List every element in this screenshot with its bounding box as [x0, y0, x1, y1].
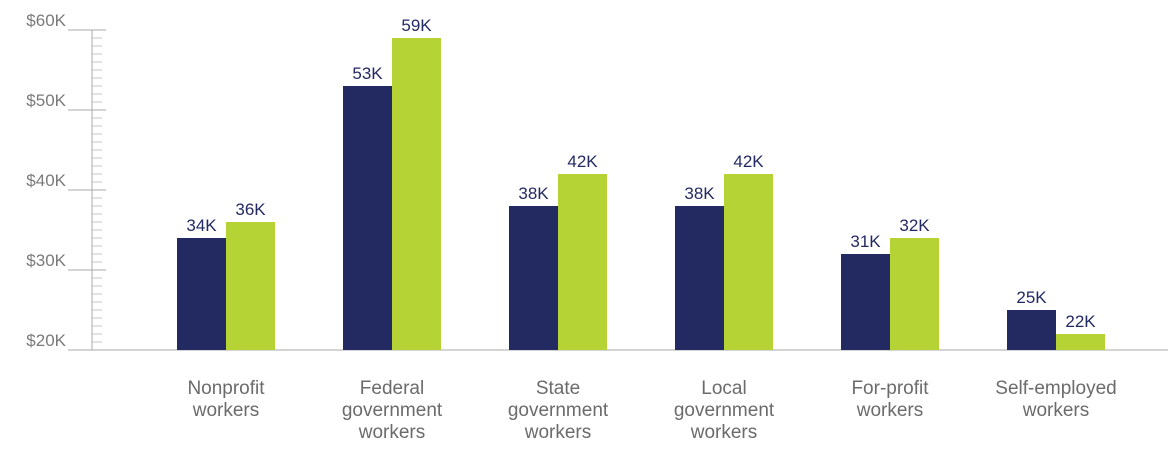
bar — [724, 174, 773, 350]
x-category-label-line: For-profit — [851, 378, 929, 399]
bar-value-label: 36K — [235, 200, 266, 219]
x-category-label-line: Self-employed — [995, 378, 1116, 399]
bar-value-label: 42K — [567, 152, 598, 171]
bar-value-label: 38K — [518, 184, 549, 203]
x-category-label: Federal government workers — [342, 378, 443, 443]
bars-layer — [177, 38, 1105, 350]
x-category-label: State government workers — [508, 378, 609, 443]
x-category-label-line: State — [536, 378, 580, 399]
x-category-label-line: workers — [524, 422, 592, 443]
bar-value-label: 59K — [401, 16, 432, 35]
bar — [177, 238, 226, 350]
x-category-label-line: government — [674, 400, 775, 421]
bar — [1007, 310, 1056, 350]
y-tick-label: $60K — [26, 11, 66, 30]
bar-value-label: 25K — [1016, 288, 1047, 307]
bar-value-label: 38K — [684, 184, 715, 203]
bar-value-label: 53K — [352, 64, 383, 83]
x-category-label: For-profit workers — [851, 378, 929, 421]
bar-value-label: 22K — [1065, 312, 1096, 331]
x-category-label-line: workers — [1022, 400, 1090, 421]
y-tick-label: $30K — [26, 251, 66, 270]
y-tick-label: $40K — [26, 171, 66, 190]
bar-value-label: 42K — [733, 152, 764, 171]
bar-value-label: 31K — [850, 232, 881, 251]
bar — [841, 254, 890, 350]
bar — [890, 238, 939, 350]
x-category-label-line: government — [508, 400, 609, 421]
bar — [392, 38, 441, 350]
bar — [343, 86, 392, 350]
y-tick-label: $50K — [26, 91, 66, 110]
bar-value-label: 34K — [186, 216, 217, 235]
x-category-label: Nonprofit workers — [187, 378, 265, 421]
x-category-label: Local government workers — [674, 378, 775, 443]
bar — [226, 222, 275, 350]
x-category-label-line: workers — [358, 422, 426, 443]
bar-value-label: 32K — [899, 216, 930, 235]
bar — [675, 206, 724, 350]
x-category-label-line: Local — [701, 378, 746, 399]
x-category-label-line: Federal — [360, 378, 424, 399]
bar — [509, 206, 558, 350]
x-category-label-line: government — [342, 400, 443, 421]
x-category-label: Self-employed workers — [995, 378, 1116, 421]
x-category-label-line: workers — [690, 422, 758, 443]
bar — [558, 174, 607, 350]
bar — [1056, 334, 1105, 350]
x-category-label-line: Nonprofit — [187, 378, 265, 399]
y-tick-label: $20K — [26, 331, 66, 350]
x-category-label-line: workers — [192, 400, 260, 421]
x-category-label-line: workers — [856, 400, 924, 421]
